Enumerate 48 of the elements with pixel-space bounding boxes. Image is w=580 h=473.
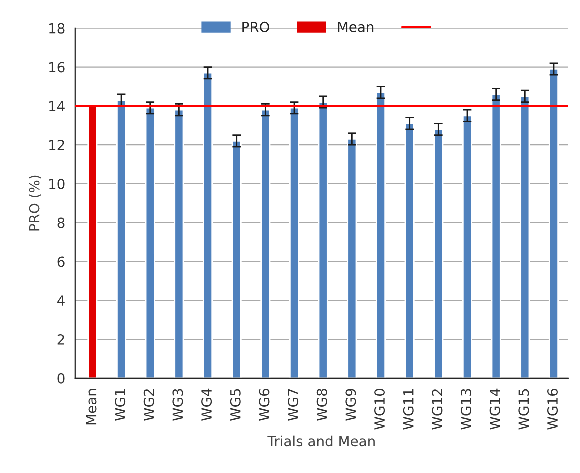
- y-tick-label: 10: [50, 178, 65, 190]
- bar: [376, 92, 386, 378]
- x-axis-title: Trials and Mean: [268, 436, 375, 447]
- bar: [404, 122, 415, 378]
- bar: [347, 138, 358, 378]
- bar: [203, 72, 214, 378]
- x-tick-label: WG5: [230, 389, 241, 421]
- x-tick-label: WG16: [548, 388, 558, 430]
- y-axis-title: PRO (%): [29, 176, 42, 231]
- y-tick-label: 8: [58, 218, 65, 228]
- bar: [88, 105, 98, 378]
- bar: [318, 102, 328, 378]
- x-tick-label: WG3: [172, 389, 184, 421]
- bar: [232, 140, 242, 378]
- x-tick-label: Mean: [86, 389, 97, 425]
- x-tick-label: WG9: [346, 389, 356, 421]
- bar: [145, 107, 156, 378]
- bar: [491, 94, 502, 378]
- x-tick-label: WG4: [202, 388, 212, 421]
- x-tick-label: WG6: [259, 388, 270, 421]
- y-tick-label: 2: [58, 334, 64, 345]
- bar: [289, 107, 300, 378]
- bar: [548, 68, 560, 378]
- legend-label: Mean: [338, 22, 374, 32]
- bar: [260, 109, 271, 378]
- x-tick-label: WG7: [288, 389, 299, 421]
- y-tick-label: 4: [58, 296, 65, 306]
- x-tick-label: WG8: [316, 389, 328, 421]
- bar: [434, 128, 444, 378]
- bar: [520, 96, 530, 378]
- x-tick-label: WG2: [144, 390, 154, 421]
- y-tick-label: 6: [58, 256, 65, 268]
- bar: [462, 115, 473, 378]
- y-tick-label: 16: [50, 62, 65, 73]
- x-tick-label: WG13: [461, 389, 472, 430]
- y-tick-label: 18: [50, 23, 65, 34]
- x-tick-label: WG1: [115, 389, 126, 421]
- y-tick-label: 0: [58, 373, 65, 384]
- x-tick-label: WG11: [403, 389, 414, 430]
- x-tick-label: WG14: [490, 388, 500, 430]
- y-tick-label: 12: [50, 140, 64, 150]
- bar: [174, 109, 184, 378]
- legend-label: PRO: [242, 22, 270, 32]
- x-tick-label: WG12: [432, 390, 443, 430]
- bar: [116, 100, 127, 378]
- x-tick-label: WG15: [518, 389, 530, 430]
- x-tick-label: WG10: [374, 389, 386, 430]
- y-tick-label: 14: [50, 101, 65, 112]
